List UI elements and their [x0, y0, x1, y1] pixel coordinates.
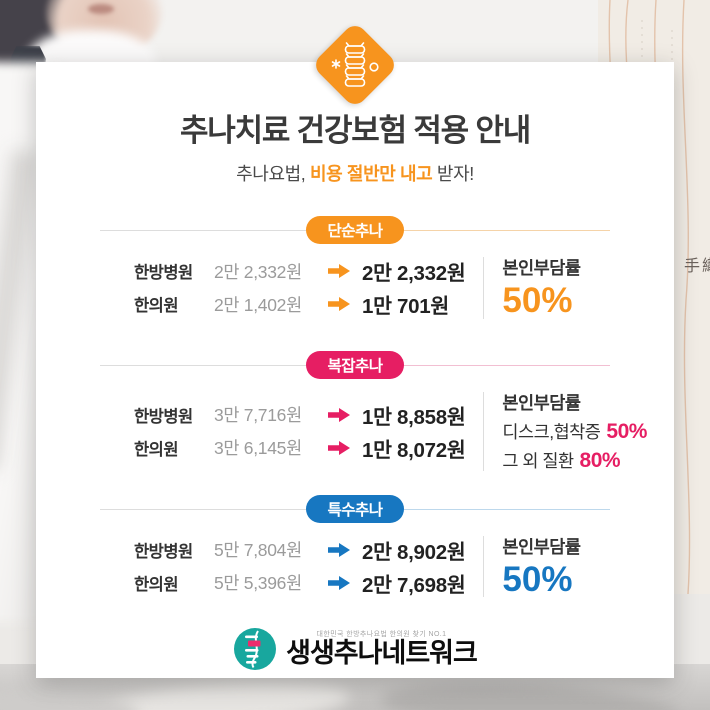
price-after: 1만 8,072원	[362, 438, 466, 462]
fabric-fold	[379, 678, 681, 710]
price-table: 한방병원 5만 7,804원 2만 8,902원 한의원 5만 5,396원 2…	[134, 536, 466, 597]
table-row: 한방병원 5만 7,804원 2만 8,902원	[134, 536, 466, 564]
burden-item-label: 그 외 질환	[502, 450, 574, 471]
price-table: 한방병원 2만 2,332원 2만 2,332원 한의원 2만 1,402원 1…	[134, 257, 466, 319]
fabric-fold	[0, 680, 142, 710]
burden-item-rate: 80%	[579, 448, 621, 472]
arrow-right-icon	[328, 264, 350, 279]
price-after: 2만 7,698원	[362, 573, 466, 597]
burden-rate: 50%	[502, 559, 573, 599]
section-special-chuna: 특수추나 한방병원 5만 7,804원 2만 8,902원 한의원 5만 5,3…	[36, 494, 674, 600]
section-badge: 복잡추나	[306, 350, 404, 379]
price-table: 한방병원 3만 7,716원 1만 8,858원 한의원 3만 6,145원 1…	[134, 401, 466, 462]
arrow-right-icon	[328, 575, 350, 590]
arrow-right-icon	[328, 407, 350, 422]
price-before: 2만 2,332원	[214, 261, 302, 282]
burden-rate: 50%	[502, 281, 573, 321]
price-before: 2만 1,402원	[214, 294, 302, 315]
burden-title: 본인부담률	[502, 258, 581, 279]
burden-title: 본인부담률	[502, 392, 581, 413]
burden-item-rate: 50%	[606, 419, 647, 443]
burden-title: 본인부담률	[502, 536, 581, 557]
price-before: 5만 5,396원	[214, 573, 302, 594]
brand-tagline: 대한민국 한방추나요법 한의원 찾기 NO.1	[316, 631, 447, 639]
table-row: 한의원 5만 5,396원 2만 7,698원	[134, 569, 466, 597]
subtitle-highlight: 비용 절반만 내고	[309, 164, 433, 185]
table-row: 한의원 2만 1,402원 1만 701원	[134, 290, 465, 319]
subtitle-prefix: 추나요법,	[236, 164, 310, 185]
facility-label: 한방병원	[134, 542, 193, 561]
vertical-divider	[483, 257, 485, 319]
burden-panel: 본인부담률 50%	[502, 534, 581, 600]
dot-circle-icon	[369, 62, 379, 72]
page-subtitle: 추나요법, 비용 절반만 내고 받자!	[36, 160, 674, 186]
brand-name: 생생추나네트워크	[286, 638, 478, 669]
price-after: 1만 8,858원	[362, 405, 466, 429]
arrow-right-icon	[328, 440, 350, 455]
section-complex-chuna: 복잡추나 한방병원 3만 7,716원 1만 8,858원 한의원 3만 6,1…	[36, 350, 674, 473]
info-card: 추나치료 건강보험 적용 안내 추나요법, 비용 절반만 내고 받자! 단순추나…	[36, 21, 674, 678]
burden-panel: 본인부담률 50%	[502, 255, 581, 321]
arrow-right-icon	[328, 542, 350, 557]
price-before: 5만 7,804원	[214, 540, 302, 561]
section-simple-chuna: 단순추나 한방병원 2만 2,332원 2만 2,332원 한의원 2만 1,4…	[36, 216, 674, 321]
facility-label: 한의원	[134, 575, 179, 594]
burden-panel: 본인부담률 디스크,협착증 50% 그 외 질환 80%	[502, 390, 647, 473]
burden-item: 그 외 질환 80%	[502, 448, 647, 473]
price-before: 3만 6,145원	[214, 438, 302, 459]
table-row: 한의원 3만 6,145원 1만 8,072원	[134, 434, 466, 462]
price-before: 3만 7,716원	[214, 405, 302, 426]
burden-item: 디스크,협착증 50%	[502, 419, 647, 444]
facility-label: 한의원	[134, 297, 179, 316]
facility-label: 한방병원	[134, 407, 193, 426]
table-row: 한방병원 2만 2,332원 2만 2,332원	[134, 257, 466, 286]
facility-label: 한의원	[134, 440, 179, 459]
vertical-divider	[483, 535, 485, 598]
price-after: 1만 701원	[362, 295, 449, 319]
header-diamond	[311, 21, 399, 109]
section-header: 특수추나	[100, 494, 610, 523]
facility-label: 한방병원	[134, 264, 193, 283]
poster-character: 手織	[684, 258, 710, 275]
section-header: 복잡추나	[100, 350, 610, 379]
price-after: 2만 8,902원	[362, 540, 466, 564]
vertical-divider	[483, 391, 485, 471]
brand-logo: 대한민국 한방추나요법 한의원 찾기 NO.1 생생추나네트워크	[36, 627, 674, 671]
spine-icon	[331, 42, 379, 87]
arrow-right-icon	[328, 297, 350, 312]
brand-text: 대한민국 한방추나요법 한의원 찾기 NO.1 생생추나네트워크	[286, 629, 478, 669]
section-header: 단순추나	[100, 216, 610, 245]
asterisk-icon	[331, 59, 341, 69]
section-badge: 특수추나	[306, 494, 404, 523]
doctor-lips	[88, 4, 114, 14]
table-row: 한방병원 3만 7,716원 1만 8,858원	[134, 401, 466, 429]
burden-item-label: 디스크,협착증	[502, 421, 601, 442]
spine-logo-icon	[234, 628, 277, 671]
price-after: 2만 2,332원	[362, 262, 466, 286]
page-title: 추나치료 건강보험 적용 안내	[179, 113, 531, 148]
section-badge: 단순추나	[306, 216, 404, 245]
subtitle-suffix: 받자!	[432, 164, 474, 185]
